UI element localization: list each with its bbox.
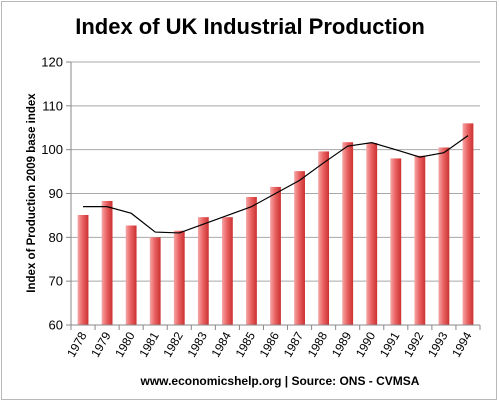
x-tick-label: 1990 [353,329,379,359]
y-tick-label: 110 [42,98,63,113]
bar-1984 [221,217,233,325]
x-tick-label: 1981 [136,329,162,359]
x-tick-label: 1988 [305,329,331,359]
bar-1982 [173,230,185,325]
y-tick-label: 100 [41,142,63,157]
trend-line [83,135,469,234]
chart-title: Index of UK Industrial Production [75,14,425,39]
bar-1978 [77,214,89,325]
x-tick-label: 1989 [329,329,355,359]
bar-1979 [101,200,113,325]
bar-1989 [342,142,354,325]
bar-1986 [270,186,281,325]
y-tick-label: 120 [41,55,63,70]
bar-1994 [462,123,474,325]
x-tick-label: 1994 [449,329,475,359]
bar-1992 [414,155,426,325]
x-tick-label: 1982 [160,329,186,359]
x-tick-label: 1986 [257,329,283,359]
x-tick-label: 1983 [184,329,210,359]
bar-1980 [125,225,137,325]
x-tick-label: 1987 [281,329,307,359]
x-tick-label: 1980 [112,329,138,359]
bar-1988 [318,151,330,325]
y-tick-label: 60 [49,318,63,333]
x-tick-label: 1984 [209,329,235,359]
bar-1983 [197,217,209,325]
bar-1991 [390,158,402,325]
bar-1985 [246,197,257,325]
x-tick-label: 1992 [401,329,427,359]
bar-1990 [366,143,378,325]
x-tick-label: 1979 [88,329,114,359]
trend-line-layer [83,135,469,234]
bar-1981 [149,237,161,325]
x-tick-label: 1978 [64,329,90,359]
y-tick-label: 90 [49,186,63,201]
bar-1987 [294,171,305,325]
source-footer: www.economicshelp.org | Source: ONS - CV… [140,374,420,388]
x-tick-label: 1991 [377,329,403,359]
x-tick-label: 1985 [233,329,259,359]
y-tick-label: 80 [49,230,63,245]
bar-1993 [438,147,450,325]
y-tick-label: 70 [49,274,63,289]
bars [77,123,474,325]
y-axis-label: Index of Production 2009 base index [26,93,38,293]
x-tick-label: 1993 [425,329,451,359]
